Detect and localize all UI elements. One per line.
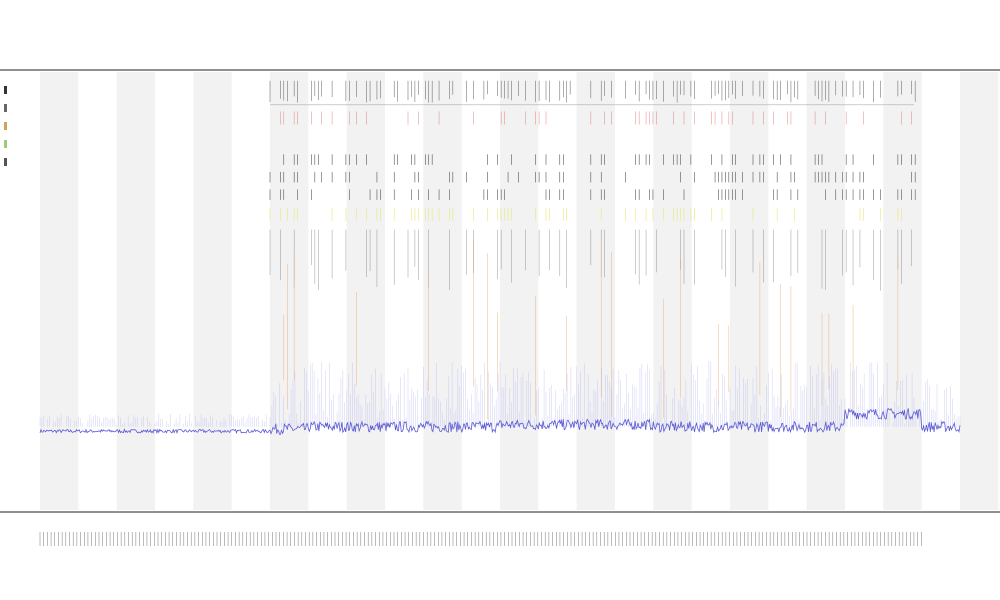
legend-swatch <box>4 86 7 94</box>
shaded-band <box>653 72 692 510</box>
shaded-band <box>576 72 615 510</box>
spikes-layer <box>283 238 899 420</box>
series-baseline-line <box>39 407 961 435</box>
shaded-band <box>116 72 155 510</box>
shaded-band <box>806 72 845 510</box>
shaded-band <box>270 72 309 510</box>
x-tick-labels <box>39 532 922 546</box>
legend-swatch <box>4 122 7 130</box>
legend <box>4 86 7 166</box>
shaded-band <box>423 72 462 510</box>
noise-layer <box>39 361 961 427</box>
shaded-band <box>346 72 385 510</box>
shaded-band <box>40 72 79 510</box>
shaded-band <box>500 72 539 510</box>
shaded-bands <box>40 72 999 510</box>
shaded-band <box>730 72 769 510</box>
legend-swatch <box>4 140 7 148</box>
legend-swatch <box>4 158 7 166</box>
shaded-band <box>960 72 999 510</box>
shaded-band <box>193 72 232 510</box>
shaded-band <box>883 72 922 510</box>
event-ticks-layer <box>269 80 916 291</box>
legend-swatch <box>4 104 7 112</box>
